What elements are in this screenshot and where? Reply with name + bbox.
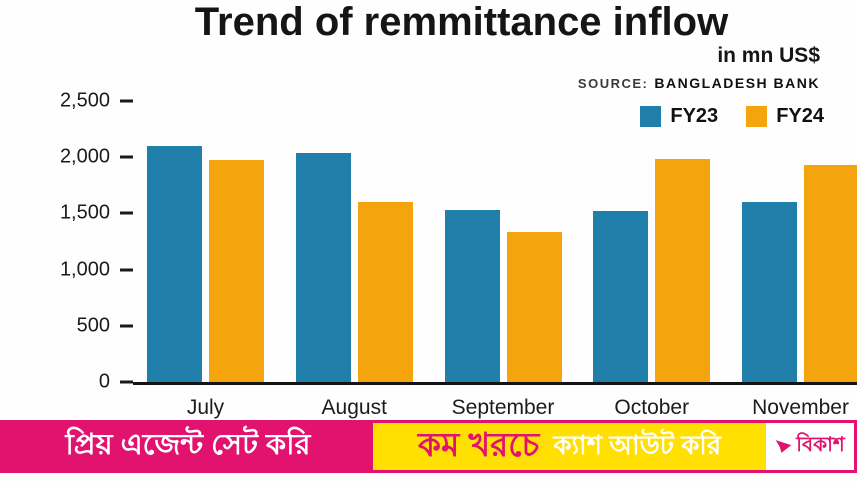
source-line: SOURCE: BANGLADESH BANK: [578, 75, 820, 93]
y-tick-label: 1,500: [59, 201, 110, 224]
bar-fy24-november: [804, 165, 857, 382]
bar-fy23-july: [147, 145, 202, 382]
y-tick-mark: [120, 211, 133, 215]
banner-secondary-text: ক্যাশ আউট করি: [553, 429, 722, 460]
bar-group-november: November: [742, 101, 857, 419]
y-tick-label: 0: [98, 370, 110, 393]
y-tick: 500: [77, 314, 133, 337]
bar-group-july: July: [147, 101, 264, 419]
y-tick-mark: [120, 324, 133, 328]
x-axis-label: September: [451, 396, 555, 419]
y-tick: 2,000: [60, 146, 133, 169]
bar-group-september: September: [444, 101, 562, 419]
legend: FY23 FY24: [640, 105, 824, 128]
y-tick: 1,000: [60, 258, 133, 281]
ad-banner: প্রিয় এজেন্ট সেট করি কম খরচে ক্যাশ আউট …: [0, 420, 857, 473]
banner-middle: কম খরচে ক্যাশ আউট করি: [373, 423, 766, 470]
y-tick-label: 2,500: [59, 89, 110, 112]
bar-group-october: October: [593, 101, 711, 419]
x-axis-label: October: [614, 396, 690, 419]
y-tick-mark: [120, 268, 133, 272]
y-tick-label: 500: [76, 314, 110, 337]
legend-swatch-fy23: [640, 106, 662, 127]
source-label: SOURCE:: [577, 76, 649, 91]
banner-left-text: প্রিয় এজেন্ট সেট করি: [3, 423, 373, 470]
legend-label: FY24: [776, 105, 824, 127]
legend-swatch-fy24: [746, 106, 768, 127]
x-axis-label: August: [321, 396, 387, 419]
plot-area: July August September October November: [133, 101, 857, 419]
chart-unit-label: in mn US$: [717, 44, 820, 67]
bar-fy23-november: [742, 202, 797, 382]
bar-fy23-september: [444, 210, 500, 382]
bar-fy24-october: [655, 159, 711, 382]
bar-fy24-september: [506, 231, 562, 382]
y-tick-mark: [120, 380, 133, 384]
legend-item-fy24: FY24: [746, 105, 824, 128]
bar-fy24-july: [209, 160, 264, 382]
bkash-brand-text: বিকাশ: [796, 434, 845, 456]
bar-group-august: August: [295, 101, 413, 419]
legend-item-fy23: FY23: [640, 105, 718, 128]
y-tick-label: 2,000: [59, 145, 110, 168]
x-axis-label: July: [186, 396, 225, 419]
bkash-bird-icon: [775, 440, 792, 453]
x-axis-label: November: [752, 396, 849, 419]
banner-highlight-text: কম খরচে: [417, 425, 540, 463]
chart-title: Trend of remmittance inflow: [194, 0, 729, 44]
bar-fy23-october: [593, 211, 649, 382]
y-tick-mark: [120, 99, 133, 103]
y-tick-mark: [120, 155, 133, 159]
bkash-logo: বিকাশ: [766, 423, 854, 470]
y-tick: 2,500: [60, 90, 133, 113]
y-tick: 1,500: [60, 202, 133, 225]
y-tick-label: 1,000: [59, 258, 110, 281]
y-axis: 0 500 1,000 1,500 2,000 2,500: [30, 90, 133, 393]
source-value: BANGLADESH BANK: [654, 75, 820, 91]
bar-fy23-august: [295, 153, 351, 382]
y-tick: 0: [99, 371, 133, 394]
legend-label: FY23: [670, 105, 719, 127]
bar-fy24-august: [357, 202, 413, 382]
